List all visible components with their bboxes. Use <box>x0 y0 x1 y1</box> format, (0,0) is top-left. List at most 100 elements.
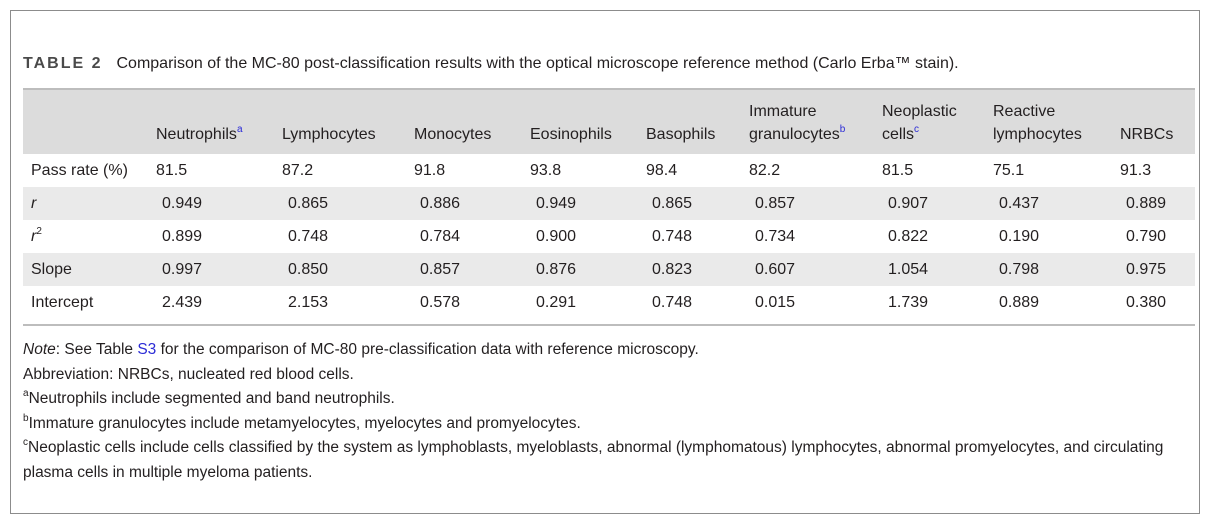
table-cell: 82.2 <box>749 161 781 179</box>
column-header-text: Immature <box>749 103 817 120</box>
table-label: TABLE 2 <box>23 55 103 72</box>
note-text-pre: : See Table <box>55 341 138 358</box>
table-body: Pass rate (%) 81.5 87.2 91.8 93.8 98.4 82.2 81.… <box>23 154 1195 319</box>
column-header-text: lymphocytes <box>993 126 1082 143</box>
table-cell: 0.857 <box>420 260 461 278</box>
table-cell: 0.291 <box>536 293 577 311</box>
column-header: Immature granulocytesb <box>741 90 874 154</box>
row-label: Pass rate (%) <box>23 154 148 187</box>
table-caption-text: Comparison of the MC-80 post-classificat… <box>116 55 959 72</box>
table-row: Intercept 2.439 2.153 0.578 0.291 0.748 0.015 1… <box>23 286 1195 319</box>
footnote-a: aNeutrophils include segmented and band … <box>23 387 1193 412</box>
column-header: Eosinophils <box>522 90 638 154</box>
table-cell: 93.8 <box>530 161 562 179</box>
table-cell: 0.190 <box>999 227 1040 245</box>
column-header-text: Eosinophils <box>530 126 612 143</box>
table-cell: 91.3 <box>1120 161 1152 179</box>
table-cell: 0.889 <box>999 293 1040 311</box>
row-label-superscript: 2 <box>36 225 42 237</box>
column-header-text: Lymphocytes <box>282 126 376 143</box>
note-text-post: for the comparison of MC-80 pre-classifi… <box>156 341 699 358</box>
table-cell: 0.790 <box>1126 227 1167 245</box>
table-cell: 0.748 <box>652 293 693 311</box>
column-header: NRBCs <box>1112 90 1195 154</box>
table-cell: 0.899 <box>162 227 203 245</box>
table-s3-link[interactable]: S3 <box>137 341 157 358</box>
table-row: r2 0.899 0.748 0.784 0.900 0.748 0.734 0.822 0.1… <box>23 220 1195 253</box>
table-row: Slope 0.997 0.850 0.857 0.876 0.823 0.607 1.054… <box>23 253 1195 286</box>
bottom-rule <box>23 324 1195 326</box>
table-cell: 0.850 <box>288 260 329 278</box>
table-cell: 0.015 <box>755 293 796 311</box>
header-cell-empty <box>23 90 148 154</box>
footnote-marker[interactable]: b <box>839 124 846 135</box>
table-cell: 0.784 <box>420 227 461 245</box>
column-header-text: Reactive <box>993 103 1056 120</box>
column-header: Reactive lymphocytes <box>985 90 1112 154</box>
note-label: Note <box>23 341 56 358</box>
column-header-text: Neutrophils <box>156 126 237 143</box>
table-cell: 0.865 <box>288 194 329 212</box>
table-cell: 1.054 <box>888 260 929 278</box>
table-cell: 81.5 <box>882 161 914 179</box>
table-cell: 0.823 <box>652 260 693 278</box>
table-figure: TABLE 2 Comparison of the MC-80 post-clas… <box>10 10 1200 514</box>
row-label-text: Pass rate (%) <box>31 161 128 179</box>
table-cell: 0.997 <box>162 260 203 278</box>
note-line: Note: See Table S3 for the comparison of… <box>23 338 1193 363</box>
table-cell: 0.578 <box>420 293 461 311</box>
row-label: r2 <box>23 220 148 253</box>
table-cell: 0.748 <box>288 227 329 245</box>
table-cell: 81.5 <box>156 161 188 179</box>
row-label-text: Intercept <box>31 293 94 311</box>
table-cell: 2.153 <box>288 293 329 311</box>
column-header-text: cells <box>882 126 915 143</box>
results-table: Neutrophilsa Lymphocytes Monocytes Eosinoph… <box>23 90 1195 319</box>
column-header: Neoplastic cellsc <box>874 90 985 154</box>
footnote-marker[interactable]: c <box>914 124 920 135</box>
row-label: Slope <box>23 253 148 286</box>
table-cell: 87.2 <box>282 161 314 179</box>
header-row: Neutrophilsa Lymphocytes Monocytes Eosinoph… <box>23 90 1195 154</box>
row-label-text: r <box>31 227 37 245</box>
column-header: Neutrophilsa <box>148 90 274 154</box>
column-header: Lymphocytes <box>274 90 406 154</box>
table-cell: 0.876 <box>536 260 577 278</box>
column-header-text: NRBCs <box>1120 126 1174 143</box>
abbreviation-line: Abbreviation: NRBCs, nucleated red blood… <box>23 365 354 383</box>
table-cell: 0.975 <box>1126 260 1167 278</box>
table-cell: 75.1 <box>993 161 1025 179</box>
table-cell: 91.8 <box>414 161 446 179</box>
footnote-c-mark: c <box>23 437 28 448</box>
table-row: r 0.949 0.865 0.886 0.949 0.865 0.857 0.907 0.43… <box>23 187 1195 220</box>
column-header: Monocytes <box>406 90 522 154</box>
row-label-text: r <box>31 194 37 212</box>
table-caption: TABLE 2 Comparison of the MC-80 post-clas… <box>23 55 959 73</box>
table-cell: 0.822 <box>888 227 929 245</box>
top-rule <box>23 88 1195 90</box>
column-header-text: granulocytes <box>749 126 840 143</box>
table-cell: 0.380 <box>1126 293 1167 311</box>
table-cell: 0.886 <box>420 194 461 212</box>
row-label: Intercept <box>23 286 148 319</box>
table-cell: 0.900 <box>536 227 577 245</box>
table-cell: 2.439 <box>162 293 203 311</box>
table-notes: Note: See Table S3 for the comparison of… <box>23 338 1193 485</box>
column-header-text: Neoplastic <box>882 103 957 120</box>
table-cell: 0.748 <box>652 227 693 245</box>
table-row: Pass rate (%) 81.5 87.2 91.8 93.8 98.4 82.2 81.… <box>23 154 1195 187</box>
table-cell: 0.907 <box>888 194 929 212</box>
footnote-a-mark: a <box>23 388 29 399</box>
row-label-text: Slope <box>31 260 72 278</box>
footnote-marker[interactable]: a <box>236 124 243 135</box>
column-header-text: Basophils <box>646 126 716 143</box>
table-cell: 0.437 <box>999 194 1040 212</box>
row-label: r <box>23 187 148 220</box>
footnote-a-text: Neutrophils include segmented and band n… <box>28 390 395 407</box>
footnote-c-text: Neoplastic cells include cells classifie… <box>23 439 1164 481</box>
table-cell: 98.4 <box>646 161 678 179</box>
footnote-c: cNeoplastic cells include cells classifi… <box>23 436 1193 485</box>
table-cell: 1.739 <box>888 293 929 311</box>
table-cell: 0.607 <box>755 260 796 278</box>
footnote-b-text: Immature granulocytes include metamyeloc… <box>28 414 581 432</box>
